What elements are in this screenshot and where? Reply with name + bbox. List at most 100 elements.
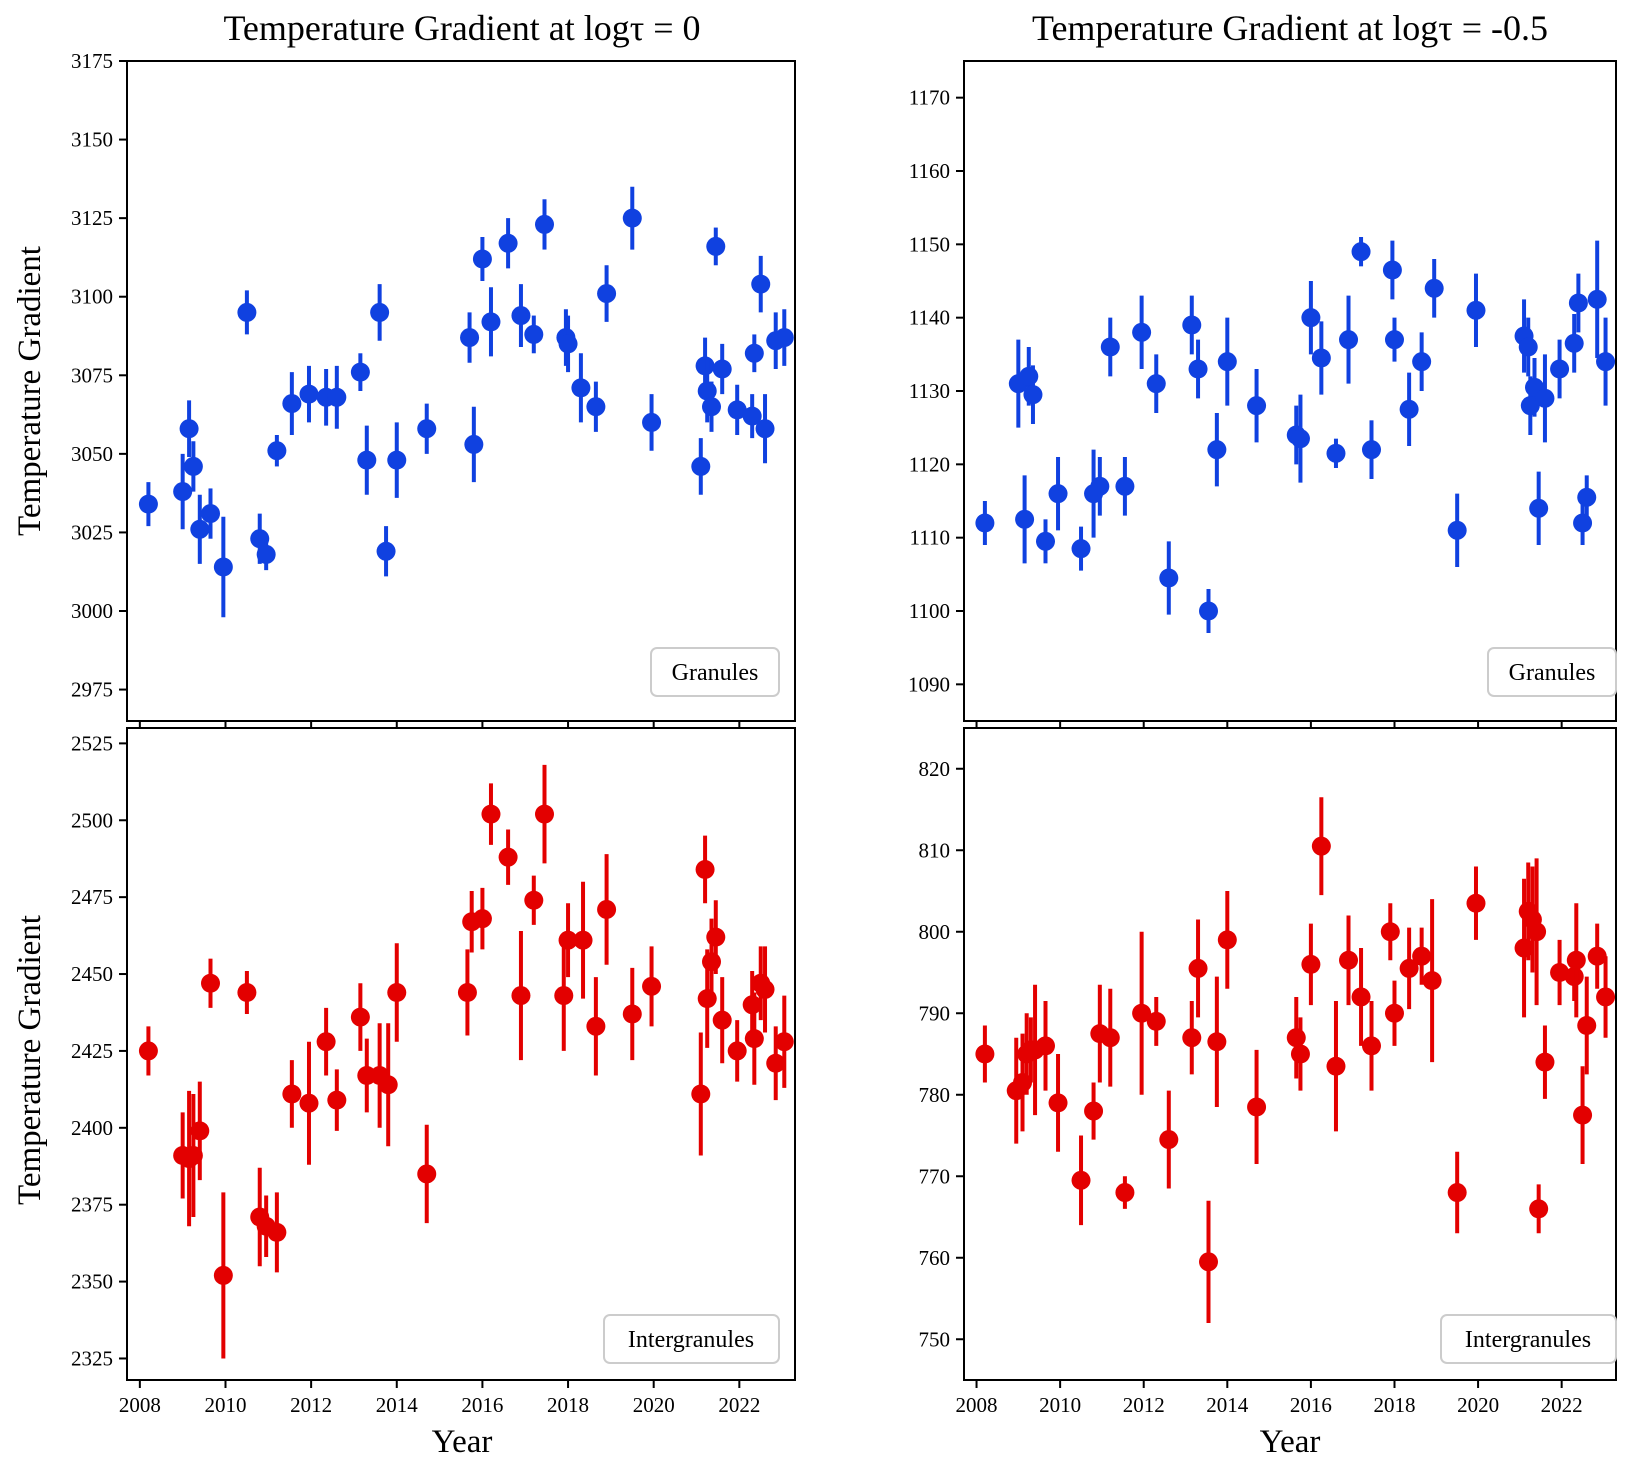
data-point [755, 419, 775, 439]
data-point [1527, 922, 1547, 942]
data-point [1518, 337, 1538, 357]
data-point [744, 343, 764, 363]
x-tick-label: 2008 [119, 1393, 161, 1417]
legend-box [603, 1314, 780, 1364]
data-point [622, 208, 642, 228]
x-tick-label: 2022 [1541, 1393, 1583, 1417]
data-point [350, 362, 370, 382]
data-point [691, 456, 711, 476]
data-point [1084, 1101, 1104, 1121]
axis-ticks: 1090 1100 1110 1120 1130 1140 1150 1160 1170 [908, 86, 1563, 729]
data-point [1422, 971, 1442, 991]
panel-title: Temperature Gradient at logτ = -0.5 [1032, 8, 1548, 48]
plot-frame [126, 60, 796, 722]
data-markers [138, 186, 794, 618]
data-point [622, 1004, 642, 1024]
data-point [1596, 352, 1616, 372]
data-point [727, 400, 747, 420]
data-point [695, 356, 715, 376]
data-point [1090, 476, 1110, 496]
y-tick-label: 1100 [909, 599, 950, 623]
x-tick-label: 2014 [1206, 1393, 1249, 1417]
data-point [138, 1041, 158, 1061]
x-axis-label: Year [1260, 1424, 1321, 1460]
data-point [1071, 539, 1091, 559]
data-point [237, 302, 257, 322]
data-point [1550, 359, 1570, 379]
panel-top-left: Temperature Gradient at logτ = 0 Tempera… [12, 8, 796, 729]
x-tick-label: 2020 [633, 1393, 675, 1417]
data-point [1568, 293, 1588, 313]
y-tick-label: 1150 [909, 232, 950, 256]
data-point [256, 544, 276, 564]
data-point [642, 976, 662, 996]
data-point [282, 394, 302, 414]
panel-top-right: Temperature Gradient at logτ = -0.5 1090… [908, 8, 1617, 729]
data-point [179, 419, 199, 439]
y-tick-label: 1170 [909, 86, 950, 110]
data-point [460, 328, 480, 348]
data-point [498, 233, 518, 253]
data-point [1424, 278, 1444, 298]
data-point [511, 986, 531, 1006]
x-tick-label: 2010 [204, 1393, 246, 1417]
data-point [1447, 520, 1467, 540]
data-point [702, 397, 721, 417]
data-point [1577, 487, 1597, 507]
data-point [472, 909, 492, 929]
data-point [642, 412, 662, 432]
data-point [1326, 1056, 1346, 1076]
data-point [267, 1222, 287, 1242]
data-point [1311, 348, 1331, 368]
data-point [213, 557, 233, 577]
x-tick-label: 2016 [1290, 1393, 1332, 1417]
data-point [1207, 1032, 1227, 1052]
data-point [357, 450, 377, 470]
data-point [1362, 440, 1381, 460]
plot-frame [126, 727, 796, 1381]
data-point [464, 434, 484, 454]
data-point [1100, 1028, 1120, 1048]
data-point [1071, 1170, 1091, 1190]
data-point [1048, 484, 1068, 504]
y-tick-label: 3175 [71, 49, 113, 73]
data-point [1311, 836, 1331, 856]
data-point [1023, 385, 1043, 405]
data-point [1188, 958, 1208, 978]
x-tick-label: 2018 [547, 1393, 589, 1417]
y-tick-label: 3000 [71, 599, 113, 623]
data-point [558, 930, 578, 950]
plot-frame [963, 727, 1617, 1381]
data-point [1199, 1252, 1218, 1272]
y-tick-label: 810 [919, 838, 951, 862]
data-point [327, 387, 347, 407]
data-point [755, 979, 775, 999]
data-point [691, 1084, 711, 1104]
data-point [190, 519, 210, 539]
x-tick-label: 2014 [376, 1393, 419, 1417]
x-tick-label: 2010 [1039, 1393, 1081, 1417]
data-point [1529, 1199, 1549, 1219]
data-point [481, 312, 501, 332]
data-point [1412, 946, 1432, 966]
y-tick-label: 750 [919, 1327, 951, 1351]
legend-label: Intergranules [628, 1327, 754, 1353]
data-point [1351, 242, 1371, 262]
data-point [237, 982, 257, 1002]
data-point [1587, 946, 1607, 966]
data-point [712, 359, 732, 379]
data-point [597, 899, 617, 919]
panel-bottom-left: Temperature Gradient Year 2325 2350 2375 24… [12, 727, 796, 1460]
y-tick-label: 2325 [71, 1346, 113, 1370]
data-point [1019, 366, 1039, 386]
data-point [1466, 300, 1486, 320]
data-point [1550, 963, 1570, 982]
data-point [316, 1032, 336, 1052]
data-point [744, 1029, 764, 1049]
data-point [201, 973, 220, 993]
y-tick-label: 2350 [71, 1270, 113, 1294]
data-point [727, 1041, 747, 1061]
data-point [1290, 429, 1310, 449]
y-tick-label: 1160 [909, 159, 950, 183]
